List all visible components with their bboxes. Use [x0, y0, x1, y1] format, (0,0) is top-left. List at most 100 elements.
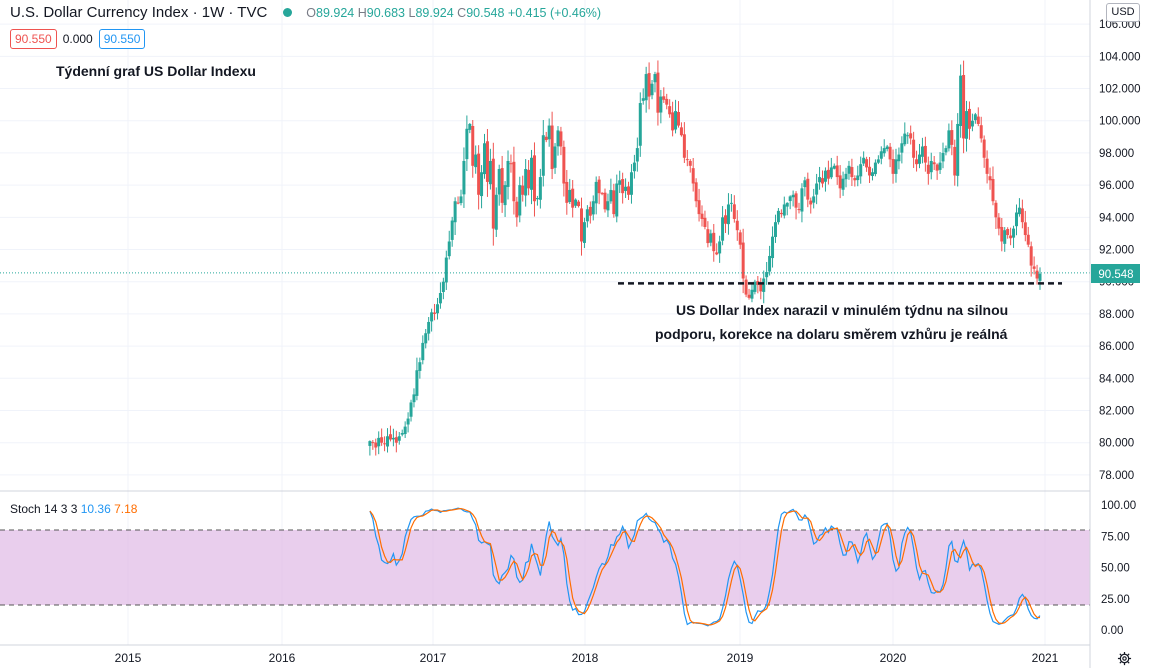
candle-body — [606, 201, 610, 211]
candle-body — [856, 175, 860, 181]
candle-body — [876, 159, 880, 163]
candle-body — [427, 321, 431, 334]
price-tick-label: 104.000 — [1099, 51, 1141, 63]
candle-body — [503, 185, 507, 206]
candle-body — [926, 164, 930, 174]
candle-body — [515, 201, 519, 218]
candle-body — [621, 179, 625, 194]
candle-body — [403, 426, 407, 435]
candle-body — [485, 141, 489, 182]
candle-body — [1003, 230, 1007, 244]
candle-body — [724, 215, 728, 224]
candle-body — [1014, 212, 1018, 227]
candle-body — [953, 146, 957, 176]
candle-body — [882, 148, 886, 154]
stoch-legend[interactable]: Stoch 14 3 3 10.36 7.18 — [10, 502, 137, 516]
currency-badge[interactable]: USD — [1106, 3, 1140, 22]
candle-body — [835, 165, 839, 178]
stoch-axis[interactable]: 0.00 25.00 50.00 75.00 100.00 — [1101, 500, 1136, 637]
candle-body — [741, 242, 745, 279]
symbol-header: U.S. Dollar Currency Index · 1W · TVC O89… — [10, 4, 601, 21]
time-tick-label: 2016 — [269, 651, 296, 665]
candle-body — [715, 252, 719, 255]
time-axis[interactable]: 2015 2016 2017 2018 2019 2020 2021 — [115, 651, 1059, 665]
candle-body — [970, 120, 974, 127]
candle-body — [844, 173, 848, 180]
candle-body — [459, 196, 463, 204]
candle-body — [559, 131, 563, 147]
candle-body — [909, 133, 913, 139]
candle-body — [988, 176, 992, 181]
candle-body — [750, 289, 754, 299]
candle-body — [668, 106, 672, 115]
candle-body — [982, 139, 986, 158]
candle-body — [1020, 208, 1024, 223]
candle-body — [809, 200, 813, 205]
settings-gear-icon[interactable] — [1117, 651, 1132, 666]
stoch-name: Stoch — [10, 502, 41, 516]
candle-body — [456, 202, 460, 204]
candle-body — [676, 112, 680, 126]
candle-body — [1000, 226, 1004, 242]
price-tick-label: 106.000 — [1099, 19, 1141, 31]
candle-body — [991, 179, 995, 202]
candle-body — [729, 202, 733, 204]
candle-body — [556, 130, 560, 147]
candle-body — [865, 159, 869, 168]
candle-body — [1006, 229, 1010, 236]
candle-body — [568, 189, 572, 202]
candle-body — [791, 194, 795, 198]
sell-price-chip[interactable]: 90.550 — [10, 29, 57, 49]
candle-body — [644, 74, 648, 101]
candle-body — [562, 146, 566, 184]
candle-body — [694, 182, 698, 202]
price-tick-label: 80.000 — [1099, 438, 1134, 450]
candle-body — [718, 241, 722, 254]
candle-body — [682, 134, 686, 158]
quote-chips: 90.550 0.000 90.550 — [10, 29, 146, 49]
stoch-tick-label: 100.00 — [1101, 500, 1136, 512]
buy-price-chip[interactable]: 90.550 — [98, 29, 146, 49]
candle-body — [841, 178, 845, 190]
candle-body — [424, 333, 428, 344]
candle-body — [806, 178, 810, 200]
candle-body — [609, 189, 613, 202]
candle-body — [812, 196, 816, 203]
candle-body — [386, 436, 390, 447]
candle-body — [756, 281, 760, 285]
candle-body — [850, 167, 854, 178]
candle-body — [768, 255, 772, 272]
candle-body — [374, 442, 378, 448]
candle-body — [629, 172, 633, 195]
candle-body — [906, 135, 910, 137]
candle-body — [406, 418, 410, 425]
symbol-title[interactable]: U.S. Dollar Currency Index · 1W · TVC — [10, 4, 268, 21]
candle-body — [947, 130, 951, 149]
candle-body — [641, 98, 645, 101]
candle-body — [538, 177, 542, 200]
stoch-tick-label: 75.00 — [1101, 531, 1130, 543]
price-axis[interactable]: 78.00080.00082.00084.00086.00088.00090.0… — [1099, 19, 1141, 482]
candle-body — [650, 83, 654, 96]
stoch-tick-label: 25.00 — [1101, 594, 1130, 606]
stoch-tick-label: 50.00 — [1101, 563, 1130, 575]
time-tick-label: 2015 — [115, 651, 142, 665]
price-tick-label: 86.000 — [1099, 341, 1134, 353]
candle-body — [674, 111, 678, 130]
candle-body — [997, 217, 1001, 229]
price-tick-label: 98.000 — [1099, 148, 1134, 160]
price-candles — [368, 60, 1042, 456]
price-label-badge: 90.548 — [1091, 264, 1140, 283]
stoch-d-value: 7.18 — [114, 502, 138, 516]
candle-body — [588, 206, 592, 216]
candle-body — [618, 180, 622, 185]
candle-body — [785, 202, 789, 207]
price-tick-label: 78.000 — [1099, 470, 1134, 482]
candle-body — [521, 185, 525, 195]
candle-body — [965, 111, 969, 139]
price-tick-label: 84.000 — [1099, 373, 1134, 385]
candle-body — [465, 128, 469, 160]
candle-body — [917, 154, 921, 164]
candle-body — [624, 186, 628, 191]
